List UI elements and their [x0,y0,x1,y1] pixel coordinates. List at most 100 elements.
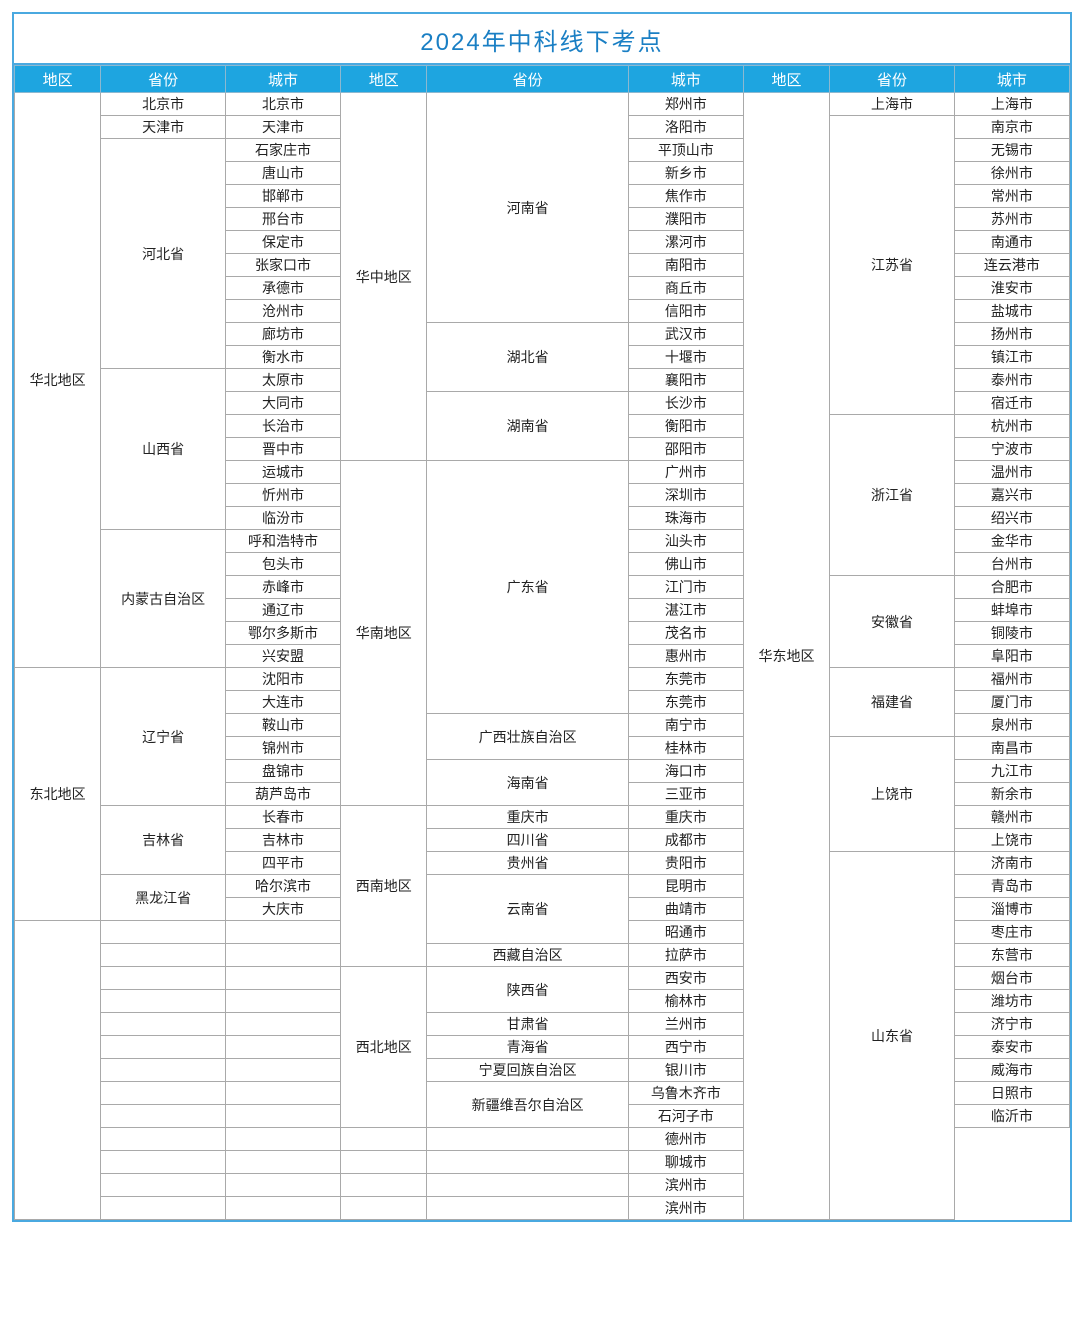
city-cell: 南阳市 [628,254,743,277]
city-cell: 邯郸市 [225,185,340,208]
city-cell [427,1128,628,1151]
province-cell [101,944,226,967]
region-cell: 华南地区 [341,461,427,806]
city-cell: 东莞市 [628,668,743,691]
city-cell: 南宁市 [628,714,743,737]
region-cell [15,921,101,1220]
city-cell [225,944,340,967]
city-cell: 乌鲁木齐市 [628,1082,743,1105]
city-cell: 赣州市 [954,806,1069,829]
city-cell: 滨州市 [628,1197,743,1220]
city-cell [225,1151,340,1174]
city-cell: 泰州市 [954,369,1069,392]
city-cell: 济宁市 [954,1013,1069,1036]
city-cell: 长治市 [225,415,340,438]
city-cell: 石家庄市 [225,139,340,162]
province-cell: 山西省 [101,369,226,530]
city-cell: 石河子市 [628,1105,743,1128]
city-cell: 珠海市 [628,507,743,530]
city-cell: 洛阳市 [628,116,743,139]
province-cell: 广东省 [427,461,628,714]
city-cell: 大连市 [225,691,340,714]
city-cell: 郑州市 [628,93,743,116]
city-cell: 忻州市 [225,484,340,507]
region-cell: 东北地区 [15,668,101,921]
province-cell: 山东省 [830,852,955,1220]
city-cell: 呼和浩特市 [225,530,340,553]
city-cell: 鄂尔多斯市 [225,622,340,645]
city-cell: 焦作市 [628,185,743,208]
province-cell: 湖南省 [427,392,628,461]
city-cell: 滨州市 [628,1174,743,1197]
province-cell: 江苏省 [830,116,955,415]
province-cell [101,967,226,990]
city-cell: 温州市 [954,461,1069,484]
city-cell: 葫芦岛市 [225,783,340,806]
city-cell: 广州市 [628,461,743,484]
province-cell: 重庆市 [427,806,628,829]
city-cell: 汕头市 [628,530,743,553]
city-cell: 福州市 [954,668,1069,691]
province-cell [101,1151,226,1174]
col-region: 地区 [341,66,427,93]
city-cell: 宁波市 [954,438,1069,461]
city-cell: 濮阳市 [628,208,743,231]
city-cell [225,1013,340,1036]
city-cell: 潍坊市 [954,990,1069,1013]
city-cell [225,1036,340,1059]
city-cell: 锦州市 [225,737,340,760]
city-cell: 重庆市 [628,806,743,829]
province-cell: 新疆维吾尔自治区 [427,1082,628,1128]
province-cell [101,1105,226,1128]
city-cell: 铜陵市 [954,622,1069,645]
city-cell: 三亚市 [628,783,743,806]
city-cell: 惠州市 [628,645,743,668]
region-cell: 西北地区 [341,967,427,1128]
province-cell: 北京市 [101,93,226,116]
city-cell: 绍兴市 [954,507,1069,530]
city-cell: 昆明市 [628,875,743,898]
city-cell: 厦门市 [954,691,1069,714]
city-cell: 昭通市 [628,921,743,944]
city-cell: 泉州市 [954,714,1069,737]
province-cell [101,1197,226,1220]
city-cell: 九江市 [954,760,1069,783]
city-cell: 衡阳市 [628,415,743,438]
city-cell: 合肥市 [954,576,1069,599]
city-cell: 宿迁市 [954,392,1069,415]
province-cell: 河北省 [101,139,226,369]
city-cell: 新余市 [954,783,1069,806]
province-cell [101,1128,226,1151]
city-cell [225,1197,340,1220]
city-cell: 拉萨市 [628,944,743,967]
city-cell: 淄博市 [954,898,1069,921]
city-cell: 盘锦市 [225,760,340,783]
province-cell [101,1036,226,1059]
city-cell: 吉林市 [225,829,340,852]
province-cell: 浙江省 [830,415,955,576]
col-city: 城市 [954,66,1069,93]
province-cell [341,1174,427,1197]
city-cell [427,1174,628,1197]
city-cell: 保定市 [225,231,340,254]
province-cell [101,990,226,1013]
city-cell: 天津市 [225,116,340,139]
city-cell: 扬州市 [954,323,1069,346]
col-city: 城市 [628,66,743,93]
province-cell: 辽宁省 [101,668,226,806]
city-cell: 邵阳市 [628,438,743,461]
city-cell: 海口市 [628,760,743,783]
table-body: 华北地区北京市北京市华中地区河南省郑州市华东地区上海市上海市天津市天津市洛阳市江… [15,93,1070,1220]
city-cell: 泰安市 [954,1036,1069,1059]
region-cell: 华北地区 [15,93,101,668]
city-cell: 南通市 [954,231,1069,254]
city-cell: 台州市 [954,553,1069,576]
city-cell: 南昌市 [954,737,1069,760]
city-cell: 东莞市 [628,691,743,714]
city-cell: 信阳市 [628,300,743,323]
city-cell: 桂林市 [628,737,743,760]
city-cell: 包头市 [225,553,340,576]
city-cell: 衡水市 [225,346,340,369]
city-cell: 阜阳市 [954,645,1069,668]
page-title: 2024年中科线下考点 [14,14,1070,65]
